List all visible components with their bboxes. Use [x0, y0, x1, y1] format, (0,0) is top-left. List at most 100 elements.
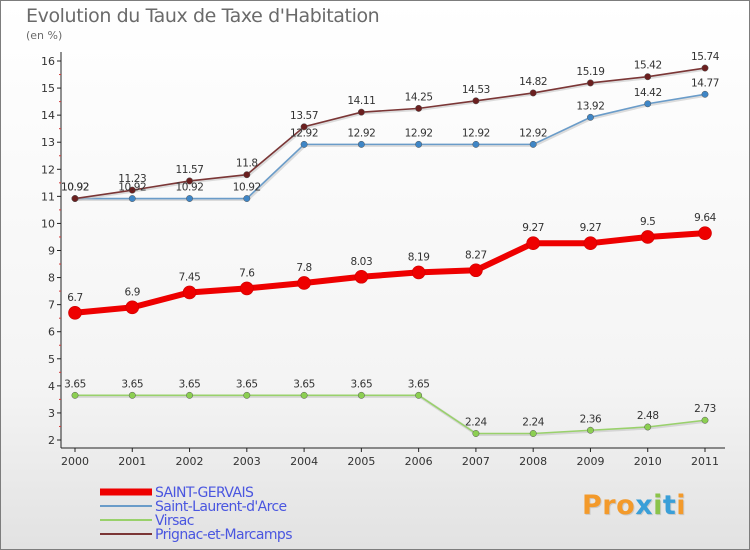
data-label: 2.48: [637, 410, 659, 422]
data-label: 3.65: [350, 378, 372, 390]
data-label: 10.92: [233, 182, 261, 194]
data-point: [583, 236, 598, 250]
data-point: [415, 104, 423, 112]
data-label: 9.27: [522, 222, 544, 234]
data-label: 14.25: [405, 91, 433, 103]
data-label: 2.24: [522, 417, 544, 429]
data-point: [701, 90, 709, 98]
data-label: 15.42: [634, 60, 662, 72]
data-label: 12.92: [462, 127, 490, 139]
data-label: 7.45: [179, 271, 201, 283]
data-label: 13.57: [290, 110, 318, 122]
series-line-shadow: [76, 93, 707, 202]
y-tick-label: 13: [41, 136, 55, 149]
chart-subtitle: (en %): [26, 29, 63, 42]
y-tick-label: 3: [48, 407, 55, 420]
x-tick-label: 2001: [118, 455, 146, 468]
y-tick-label: 15: [41, 82, 55, 95]
data-label: 8.19: [408, 251, 430, 263]
data-label: 13.92: [576, 100, 604, 112]
chart-axes: 2 3 4 5 6 7 8 9 10 11 12 13 14 15 16 2000 2001 2002 2003 20…: [41, 52, 725, 468]
data-label: 3.65: [293, 378, 315, 390]
data-label: 12.92: [519, 127, 547, 139]
data-point: [125, 300, 140, 315]
data-point: [300, 123, 308, 131]
y-tick-label: 10: [41, 217, 55, 230]
data-label: 15.74: [691, 51, 720, 63]
y-tick-label: 14: [41, 109, 55, 122]
data-point: [411, 265, 426, 280]
data-label: 2.24: [465, 417, 487, 429]
legend-label: Prignac-et-Marcamps: [155, 527, 292, 543]
logo-letter: i: [676, 490, 687, 521]
data-point: [587, 113, 594, 121]
data-label: 9.27: [580, 222, 602, 234]
data-label: 14.11: [347, 95, 375, 107]
legend-label: Virsac: [155, 513, 194, 529]
data-label: 12.92: [290, 127, 318, 139]
data-point: [243, 171, 251, 179]
data-point: [68, 305, 82, 320]
y-tick-label: 12: [41, 163, 55, 176]
logo-letter: i: [653, 490, 663, 521]
x-tick-label: 2006: [405, 455, 433, 468]
data-label: 6.7: [67, 292, 83, 304]
data-label: 3.65: [179, 378, 201, 390]
data-label: 11.57: [176, 164, 204, 176]
data-point: [182, 285, 197, 300]
y-tick-label: 11: [41, 190, 55, 203]
x-tick-label: 2011: [691, 455, 719, 468]
data-point: [529, 140, 537, 148]
data-label: 10.92: [118, 182, 146, 194]
data-label: 12.92: [347, 127, 375, 139]
x-tick-label: 2009: [576, 455, 604, 468]
data-label: 7.6: [239, 267, 255, 279]
y-tick-label: 5: [48, 353, 55, 366]
logo-letter: t: [662, 490, 677, 521]
data-point: [587, 79, 594, 87]
data-point: [243, 391, 251, 399]
data-point: [71, 195, 79, 202]
data-label: 11.23: [118, 173, 146, 185]
data-label: 9.64: [694, 212, 716, 224]
series-markers: [68, 64, 712, 437]
data-point: [701, 416, 709, 424]
logo-letter: o: [616, 490, 636, 521]
data-label: 14.82: [519, 76, 547, 88]
data-point: [644, 423, 652, 431]
data-point: [300, 391, 308, 399]
series-line-shadow: [75, 67, 707, 202]
x-tick-label: 2005: [347, 455, 375, 468]
y-tick-label: 4: [48, 380, 55, 393]
y-tick-label: 16: [41, 55, 55, 68]
series-line: [75, 93, 706, 200]
data-point: [587, 426, 594, 434]
series-line: [75, 394, 706, 435]
data-point: [300, 140, 308, 148]
y-tick-label: 7: [48, 299, 55, 312]
data-label: 3.65: [236, 378, 258, 390]
legend-label: SAINT-GERVAIS: [155, 485, 254, 501]
data-label: 6.9: [125, 286, 141, 298]
data-point: [415, 391, 423, 399]
data-label: 14.42: [634, 87, 662, 99]
data-point: [526, 236, 540, 250]
data-point: [71, 391, 79, 399]
data-point: [357, 140, 365, 148]
data-label: 2.73: [694, 403, 716, 415]
data-point: [128, 186, 136, 194]
data-point: [644, 73, 652, 81]
data-point: [469, 263, 483, 278]
y-tick-label: 6: [48, 326, 55, 339]
x-tick-label: 2004: [290, 455, 318, 468]
data-label: 9.5: [640, 216, 656, 228]
data-point: [297, 276, 311, 290]
data-point: [357, 391, 365, 399]
data-point: [354, 269, 369, 284]
data-label: 3.65: [121, 378, 143, 390]
data-point: [128, 391, 136, 399]
data-point: [186, 177, 193, 185]
data-label: 3.65: [408, 378, 430, 390]
data-label: 2.36: [580, 413, 602, 425]
